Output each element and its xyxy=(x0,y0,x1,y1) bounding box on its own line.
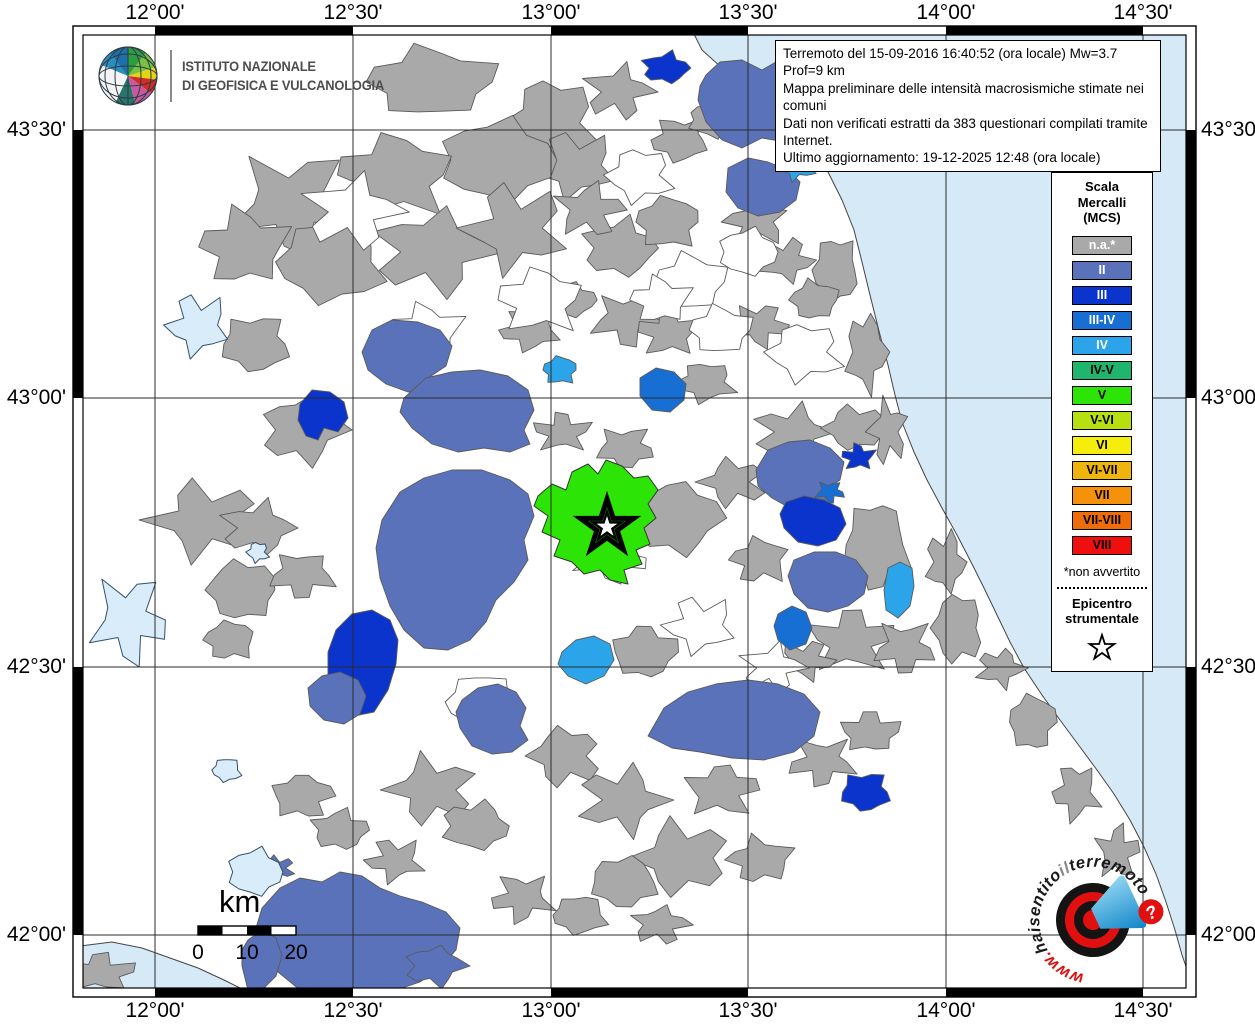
scalebar xyxy=(197,925,297,936)
legend-item-iii: III xyxy=(1072,285,1132,305)
legend-items: n.a.* II III III-IV IV IV-V V V-VI VI VI-VII VII VI… xyxy=(1052,235,1152,555)
legend-item-vi-vii: VI-VII xyxy=(1072,460,1132,480)
scalebar-tick-20: 20 xyxy=(284,941,308,964)
lon-label-top: 14°30' xyxy=(1113,1,1173,24)
question-badge-icon xyxy=(1138,899,1164,925)
legend-item-v-vi: V-VI xyxy=(1072,410,1132,430)
lat-label-left: 42°30' xyxy=(6,655,66,678)
lon-label-bottom: 14°00' xyxy=(916,999,976,1022)
legend-item-iv-v: IV-V xyxy=(1072,360,1132,380)
lon-label-bottom: 13°00' xyxy=(521,999,581,1022)
lon-label-bottom: 12°30' xyxy=(323,999,383,1022)
legend-item-vii: VII xyxy=(1072,485,1132,505)
lon-label-top: 12°30' xyxy=(323,1,383,24)
lat-label-left: 43°30' xyxy=(6,118,66,141)
info-line-updated: Ultimo aggiornamento: 19-12-2025 12:48 (… xyxy=(783,150,1101,166)
lon-label-bottom: 12°00' xyxy=(125,999,185,1022)
epicenter-label: Epicentro strumentale xyxy=(1065,595,1139,627)
lat-label-right: 43°00' xyxy=(1201,386,1255,409)
lat-label-left: 42°00' xyxy=(6,923,66,946)
legend-divider xyxy=(1057,586,1147,589)
info-line-map-type: Mappa preliminare delle intensità macros… xyxy=(783,80,1144,114)
lon-label-top: 12°00' xyxy=(125,1,185,24)
lat-label-right: 42°00' xyxy=(1201,923,1255,946)
legend-item-viii: VIII xyxy=(1072,535,1132,555)
legend-item-vii-viii: VII-VIII xyxy=(1072,510,1132,530)
legend-footnote: *non avvertito xyxy=(1063,564,1141,579)
scalebar-tick-0: 0 xyxy=(192,941,204,964)
legend-title: Scala Mercalli (MCS) xyxy=(1077,179,1127,225)
lon-label-top: 14°00' xyxy=(916,1,976,24)
scalebar-unit: km xyxy=(219,884,261,919)
info-line-event: Terremoto del 15-09-2016 16:40:52 (ora l… xyxy=(783,46,1118,79)
epicenter-star-icon xyxy=(1086,631,1118,661)
lat-label-right: 43°30' xyxy=(1201,118,1255,141)
map-canvas xyxy=(83,35,1186,988)
legend-item-n-a-: n.a.* xyxy=(1072,235,1132,255)
ingv-globe-icon xyxy=(98,46,158,106)
legend-item-vi: VI xyxy=(1072,435,1132,455)
megaphone-icon xyxy=(1091,875,1147,929)
lon-label-bottom: 14°30' xyxy=(1113,999,1173,1022)
legend-item-iv: IV xyxy=(1072,335,1132,355)
legend-item-v: V xyxy=(1072,385,1132,405)
legend-box: Scala Mercalli (MCS) n.a.* II III III-IV IV I… xyxy=(1051,172,1153,672)
lat-label-left: 43°00' xyxy=(6,386,66,409)
org-name-line1: ISTITUTO NAZIONALE xyxy=(182,58,316,74)
lat-label-right: 42°30' xyxy=(1201,655,1255,678)
lon-label-bottom: 13°30' xyxy=(718,999,778,1022)
event-info-box: Terremoto del 15-09-2016 16:40:52 (ora l… xyxy=(775,40,1161,172)
logo-divider xyxy=(170,50,172,102)
scalebar-tick-10: 10 xyxy=(235,941,259,964)
legend-item-ii: II xyxy=(1072,260,1132,280)
legend-item-iii-iv: III-IV xyxy=(1072,310,1132,330)
info-line-data-source: Dati non verificati estratti da 383 ques… xyxy=(783,115,1148,149)
lon-label-top: 13°00' xyxy=(521,1,581,24)
ingv-logo: ISTITUTO NAZIONALE DI GEOFISICA E VULCAN… xyxy=(96,44,402,108)
lon-label-top: 13°30' xyxy=(718,1,778,24)
org-name-line2: DI GEOFISICA E VULCANOLOGIA xyxy=(182,77,385,93)
